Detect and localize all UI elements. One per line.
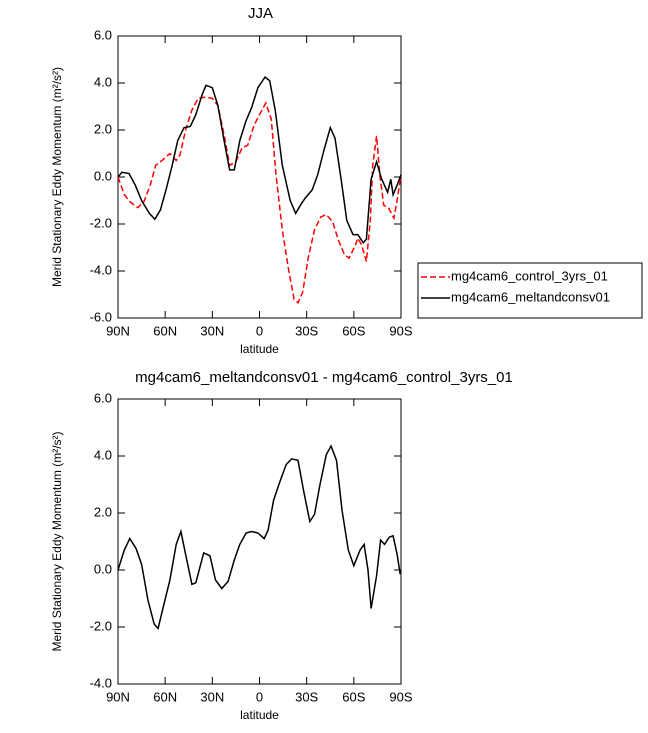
y-tick-label: 6.0 xyxy=(94,27,112,42)
chart-title: mg4cam6_meltandconsv01 - mg4cam6_control… xyxy=(135,369,513,386)
x-tick-label: 90S xyxy=(389,323,412,338)
x-tick-label: 30N xyxy=(200,323,224,338)
y-axis-label: Merid Stationary Eddy Momentum (m²/s²) xyxy=(50,431,64,651)
y-tick-label: -4.0 xyxy=(90,262,112,277)
data-line xyxy=(117,96,402,304)
x-tick-label: 60S xyxy=(342,689,365,704)
x-tick-label: 0 xyxy=(256,689,263,704)
x-tick-label: 30N xyxy=(200,689,224,704)
y-tick-label: -2.0 xyxy=(90,215,112,230)
x-tick-label: 60N xyxy=(153,323,177,338)
y-tick-label: 4.0 xyxy=(94,447,112,462)
data-line xyxy=(117,444,401,630)
chart-title: JJA xyxy=(248,5,273,22)
y-tick-label: -6.0 xyxy=(90,309,112,324)
x-tick-label: 30S xyxy=(295,323,318,338)
x-tick-label: 60S xyxy=(342,323,365,338)
legend-label: mg4cam6_meltandconsv01 xyxy=(451,289,610,304)
x-axis-label: latitude xyxy=(240,708,279,722)
y-axis-label: Merid Stationary Eddy Momentum (m²/s²) xyxy=(50,67,64,287)
y-tick-label: -2.0 xyxy=(90,618,112,633)
legend-box xyxy=(417,262,643,319)
y-tick-label: 6.0 xyxy=(94,390,112,405)
plot-frame xyxy=(117,398,402,685)
x-tick-label: 30S xyxy=(295,689,318,704)
x-tick-label: 60N xyxy=(153,689,177,704)
x-axis-label: latitude xyxy=(240,342,279,356)
y-tick-label: 4.0 xyxy=(94,74,112,89)
x-tick-label: 0 xyxy=(256,323,263,338)
legend-label: mg4cam6_control_3yrs_01 xyxy=(451,268,608,283)
x-tick-label: 90N xyxy=(106,689,130,704)
y-tick-label: 2.0 xyxy=(94,504,112,519)
data-line xyxy=(117,76,402,245)
y-tick-label: -4.0 xyxy=(90,675,112,690)
y-tick-label: 0.0 xyxy=(94,168,112,183)
y-tick-label: 0.0 xyxy=(94,561,112,576)
x-tick-label: 90S xyxy=(389,689,412,704)
x-tick-label: 90N xyxy=(106,323,130,338)
plot-frame xyxy=(117,35,402,319)
y-tick-label: 2.0 xyxy=(94,121,112,136)
